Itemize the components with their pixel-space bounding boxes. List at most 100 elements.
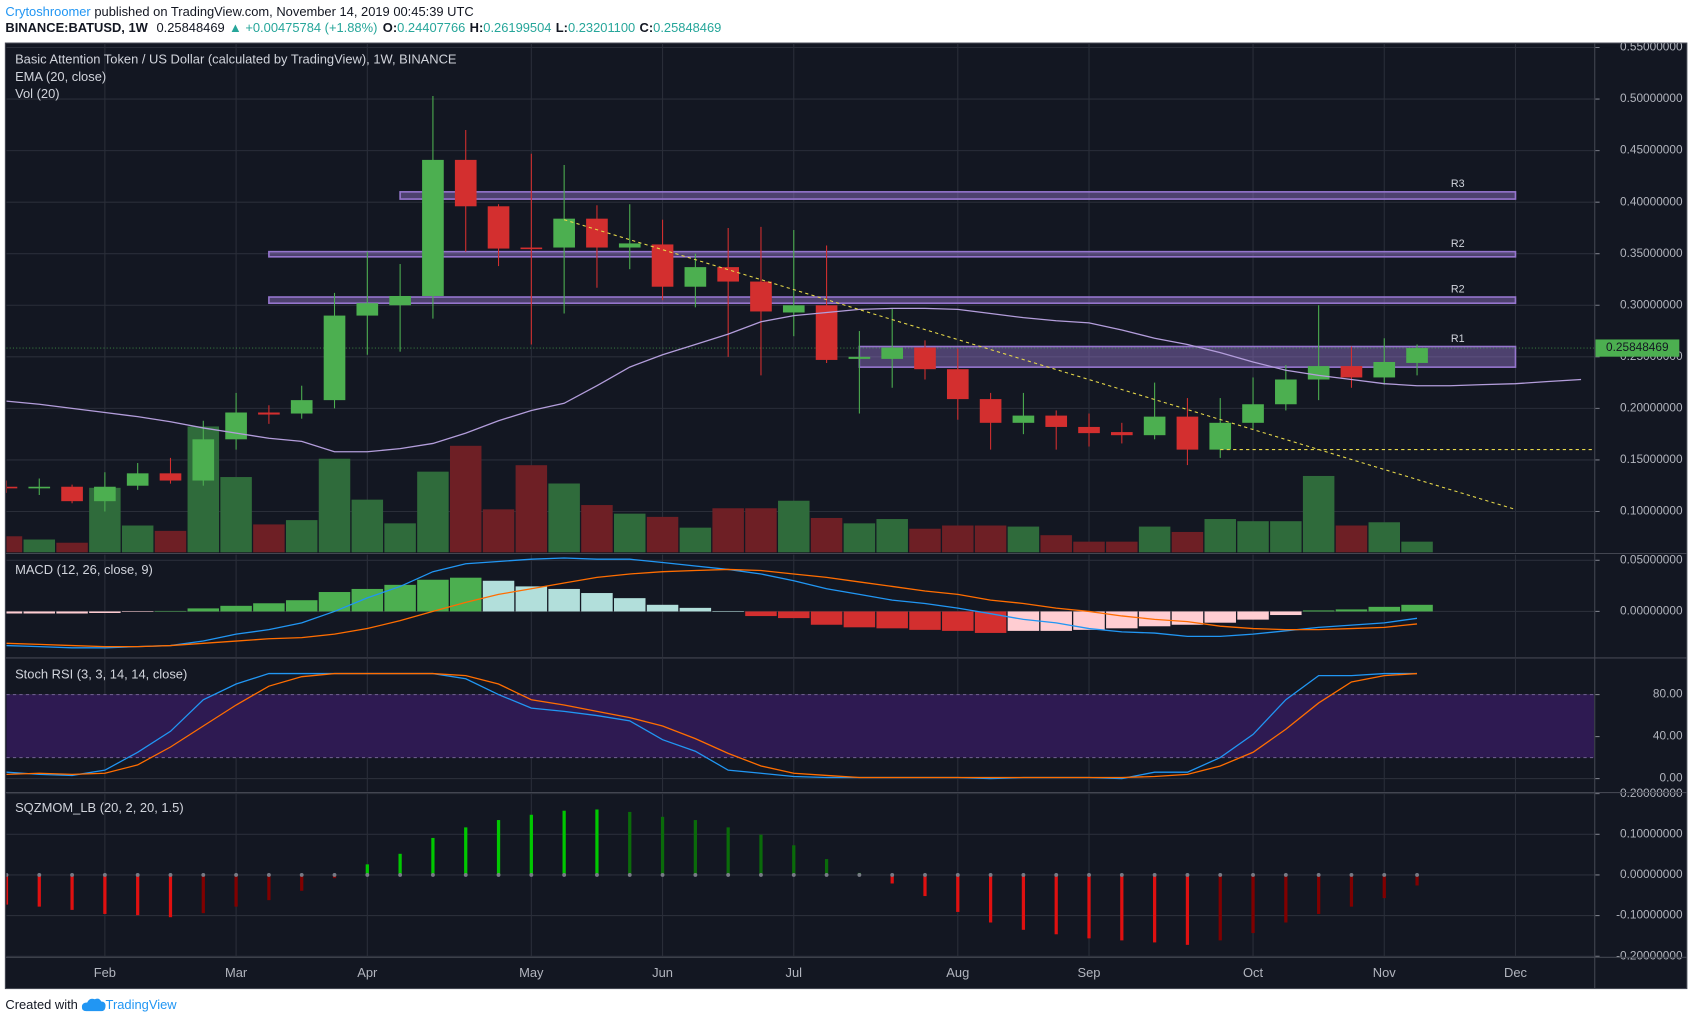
author[interactable]: Crytoshroomer — [5, 4, 91, 19]
volume-bar — [909, 528, 941, 553]
macd-histogram-bar — [1204, 611, 1236, 623]
macd-histogram-bar — [482, 580, 515, 612]
squeeze-dot — [988, 872, 993, 877]
macd-histogram-bar — [121, 611, 154, 612]
macd-histogram-bar — [745, 611, 777, 617]
ema-line — [6, 307, 1582, 453]
squeeze-dot — [791, 872, 796, 877]
ohlc-label: L: — [556, 20, 568, 35]
price-panel — [6, 95, 1595, 553]
macd-histogram-bar — [1007, 611, 1040, 631]
squeeze-dot — [824, 872, 829, 877]
macd-histogram-bar — [1368, 606, 1401, 612]
macd-histogram-bar — [1040, 611, 1072, 631]
candle-body — [225, 412, 247, 440]
squeeze-dot — [6, 872, 9, 877]
squeeze-dot — [1021, 872, 1026, 877]
macd-histogram-bar — [89, 611, 121, 613]
squeeze-dot — [1283, 872, 1288, 877]
candle-body — [651, 244, 674, 287]
momentum-bar — [431, 837, 435, 875]
y-tick-label: 0.50000000 — [1620, 91, 1683, 105]
brand-logo — [81, 998, 106, 1012]
squeeze-dot — [693, 872, 698, 877]
momentum-bar — [1382, 874, 1386, 899]
candle-body — [422, 159, 444, 296]
momentum-bar — [1185, 874, 1190, 945]
x-tick-label: Feb — [94, 965, 116, 980]
squeeze-dot — [1349, 872, 1354, 877]
squeeze-dot — [890, 872, 895, 877]
level-label: R2 — [1451, 238, 1465, 250]
y-tick-label: 0.45000000 — [1620, 143, 1683, 157]
level-label: R2 — [1451, 283, 1465, 295]
macd-histogram-bar — [581, 593, 613, 612]
candle-body — [1176, 416, 1199, 450]
squeeze-dot — [1054, 872, 1059, 877]
volume-bar — [1237, 521, 1269, 553]
candle-body — [1340, 366, 1363, 378]
brand[interactable]: TradingView — [106, 997, 178, 1012]
candle-body — [520, 247, 543, 250]
macd-histogram-bar — [548, 588, 580, 612]
panel-title: Stoch RSI (3, 3, 14, 14, close) — [15, 667, 187, 682]
macd-histogram-bar — [1335, 609, 1368, 612]
x-tick-label: May — [519, 965, 544, 980]
momentum-bar — [496, 820, 501, 875]
momentum-bar — [1284, 874, 1288, 923]
squeeze-dot — [562, 872, 567, 877]
squeeze-dot — [70, 872, 75, 877]
momentum-bar — [464, 827, 468, 875]
macd-histogram-bar — [974, 611, 1007, 633]
momentum-bar — [1153, 874, 1157, 943]
candle-body — [618, 243, 641, 248]
squeeze-dot — [1185, 872, 1190, 877]
squeeze-dot — [365, 872, 370, 877]
macd-histogram-bar — [6, 611, 23, 614]
ohlc-label: O: — [383, 20, 397, 35]
macd-histogram-bar — [351, 588, 384, 612]
momentum-bar — [824, 859, 829, 875]
y-tick-label: 0.00000000 — [1620, 604, 1683, 618]
x-tick-label: Sep — [1078, 965, 1101, 980]
y-tick-label: 0.00000000 — [1620, 867, 1683, 881]
volume-bar — [1335, 525, 1368, 553]
x-tick-label: Jul — [786, 965, 803, 980]
volume-bar — [1138, 526, 1171, 553]
macd-histogram-bar — [23, 611, 56, 614]
macd-histogram-bar — [646, 604, 679, 612]
macd-histogram-bar — [384, 584, 416, 612]
candle-body — [454, 159, 477, 207]
sqz-panel — [6, 809, 1420, 945]
candle-body — [717, 267, 739, 282]
macd-histogram-bar — [253, 603, 285, 612]
macd-histogram-bar — [942, 611, 974, 631]
squeeze-dot — [1316, 872, 1321, 877]
squeeze-dot — [627, 872, 632, 877]
squeeze-dot — [398, 872, 403, 877]
macd-histogram-bar — [1302, 610, 1335, 612]
squeeze-dot — [496, 872, 501, 877]
momentum-bar — [1021, 874, 1026, 930]
candle-body — [1275, 379, 1297, 405]
volume-bar — [745, 508, 777, 553]
candle-body — [946, 369, 969, 400]
volume-bar — [646, 516, 679, 553]
volume-bar — [942, 525, 974, 553]
volume-bar — [285, 520, 318, 553]
legend-entry: EMA (20, close) — [15, 69, 106, 84]
candle-body — [487, 206, 510, 249]
volume-bar — [417, 471, 449, 553]
legend-entry: Vol (20) — [15, 86, 59, 101]
candle-body — [192, 439, 215, 481]
last-price-badge — [1595, 339, 1680, 357]
volume-bar — [1040, 535, 1072, 553]
x-tick-label: Jun — [652, 965, 673, 980]
macd-histogram-bar — [56, 611, 88, 614]
momentum-bar — [201, 874, 205, 914]
macd-histogram-bar — [843, 611, 876, 628]
candle-body — [848, 356, 871, 359]
volume-bar — [56, 542, 88, 553]
